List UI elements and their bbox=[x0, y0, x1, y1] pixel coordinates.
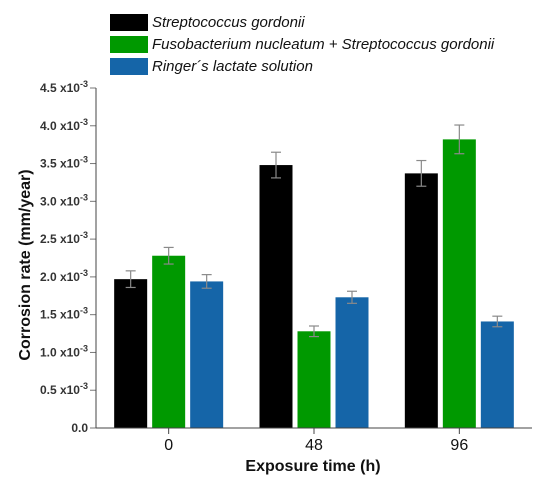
y-tick-label: 2.5 x10-3 bbox=[40, 230, 88, 246]
bar bbox=[480, 321, 514, 428]
legend-label: Ringer´s lactate solution bbox=[152, 58, 313, 75]
legend-swatch bbox=[110, 58, 148, 75]
y-tick-label: 4.0 x10-3 bbox=[40, 117, 88, 133]
legend-swatch bbox=[110, 14, 148, 31]
bars bbox=[114, 124, 514, 429]
bar bbox=[259, 165, 293, 429]
x-tick-label: 96 bbox=[450, 437, 468, 454]
bar bbox=[152, 255, 186, 428]
y-tick-label: 1.0 x10-3 bbox=[40, 343, 88, 359]
x-axis-ticks: 0 48 96 bbox=[164, 428, 468, 454]
legend-label: Streptococcus gordonii bbox=[152, 14, 305, 31]
y-tick-label: 0.0 bbox=[71, 421, 88, 435]
bar bbox=[335, 297, 369, 428]
y-tick-label: 3.0 x10-3 bbox=[40, 192, 88, 208]
y-tick-label: 0.5 x10-3 bbox=[40, 381, 88, 397]
y-axis-ticks: 0.0 0.5 x10-3 1.0 x10-3 1.5 x10-3 2.0 x10-3 2… bbox=[40, 79, 96, 435]
y-axis-title: Corrosion rate (mm/year) bbox=[17, 169, 34, 360]
legend-swatch bbox=[110, 36, 148, 53]
y-tick-label: 2.0 x10-3 bbox=[40, 268, 88, 284]
bar bbox=[442, 139, 476, 428]
bar bbox=[404, 173, 438, 428]
legend-label: Fusobacterium nucleatum + Streptococcus … bbox=[152, 36, 495, 53]
legend: Streptococcus gordonii Fusobacterium nucl… bbox=[110, 14, 495, 75]
bar bbox=[297, 331, 331, 428]
y-tick-label: 3.5 x10-3 bbox=[40, 155, 88, 171]
y-tick-label: 4.5 x10-3 bbox=[40, 79, 88, 95]
x-axis-title: Exposure time (h) bbox=[245, 458, 380, 475]
bar bbox=[114, 279, 148, 428]
bar bbox=[190, 281, 224, 428]
x-tick-label: 48 bbox=[305, 437, 323, 454]
y-axis-title-group: Corrosion rate (mm/year) bbox=[17, 169, 34, 360]
y-tick-label: 1.5 x10-3 bbox=[40, 306, 88, 322]
x-tick-label: 0 bbox=[164, 437, 173, 454]
